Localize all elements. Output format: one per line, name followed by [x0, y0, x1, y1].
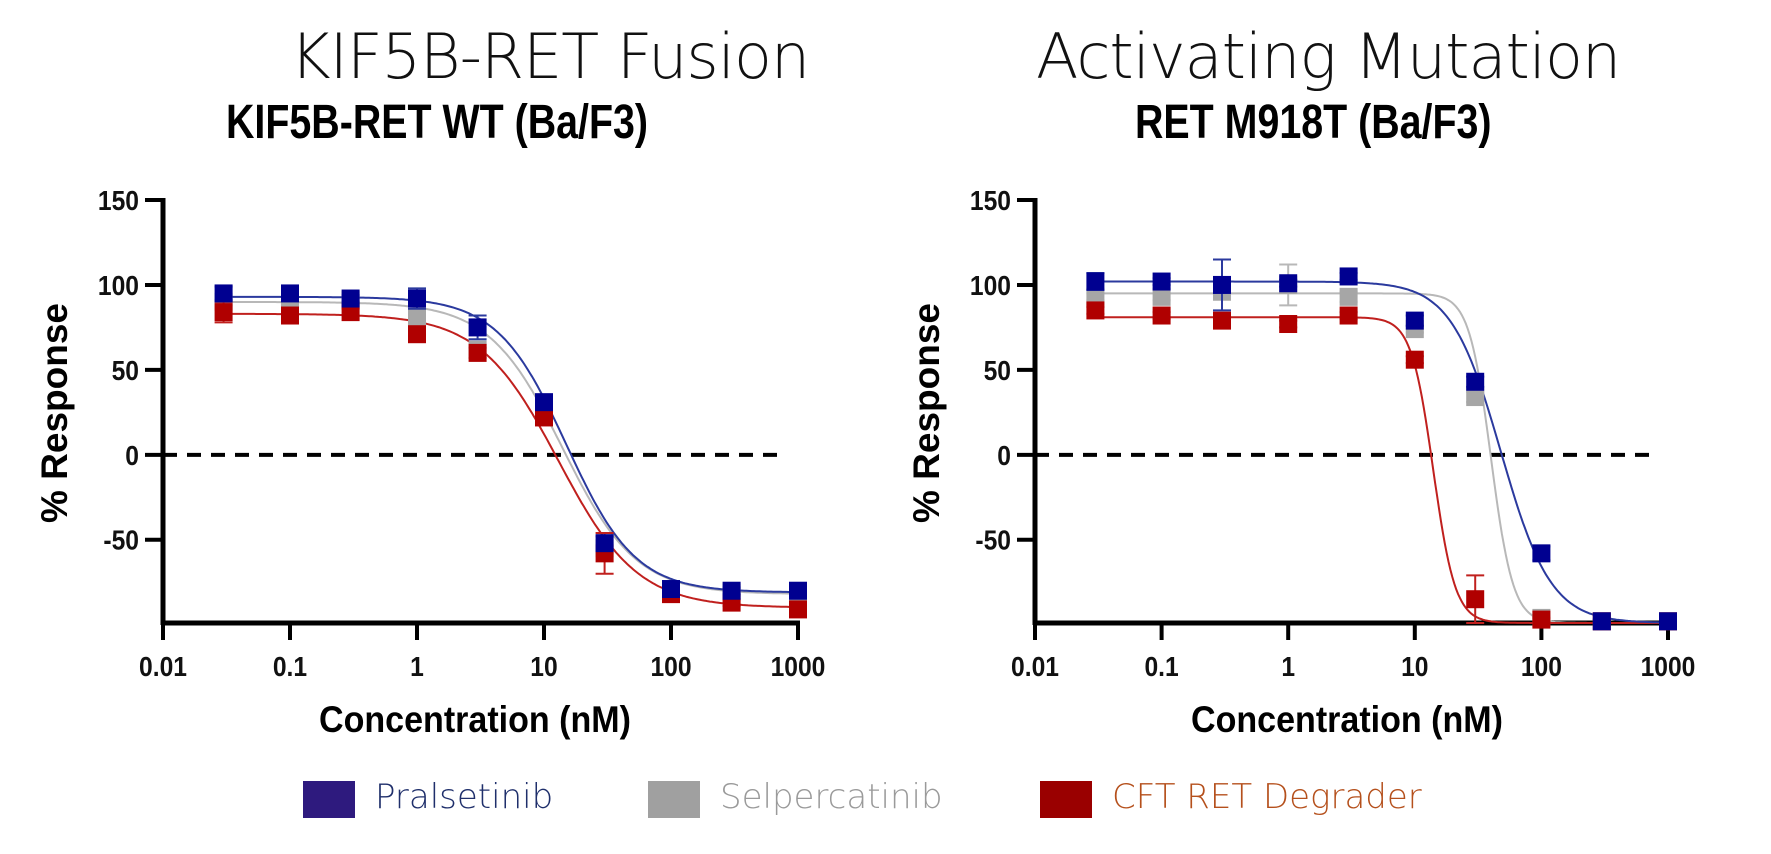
data-point-pralsetinib	[1466, 372, 1485, 391]
legend-label-selpercatinib: Selpercatinib	[720, 777, 943, 817]
x-tick-label: 1	[410, 651, 424, 683]
data-point-pralsetinib	[662, 580, 680, 599]
chart-title-kif5b: KIF5B-RET WT (Ba/F3)	[226, 96, 649, 149]
x-tick-label: 10	[1401, 651, 1428, 683]
fit-curve-degrader	[1095, 316, 1668, 624]
data-point-degrader	[1405, 350, 1424, 369]
x-tick-label: 1000	[1641, 651, 1696, 683]
data-point-pralsetinib	[1532, 544, 1551, 563]
y-tick-label: 100	[98, 269, 139, 301]
chart-1: 150 100 50 0 -50 0.01 0.1 1 10 100 1000 % Response C…	[906, 185, 1695, 741]
data-point-degrader	[341, 303, 360, 322]
data-point-pralsetinib	[281, 284, 299, 303]
x-tick-label: 0.01	[1011, 651, 1059, 683]
y-tick-label: 50	[112, 354, 139, 386]
y-axis-title: % Response	[34, 303, 75, 523]
fit-curve-degrader	[223, 312, 798, 608]
data-point-pralsetinib	[1279, 274, 1298, 293]
data-point-selpercatinib	[1339, 287, 1358, 306]
data-point-degrader	[408, 325, 426, 344]
data-point-degrader	[1213, 311, 1232, 330]
legend-label-pralsetinib: Pralsetinib	[375, 777, 554, 817]
section-title-mutation: Activating Mutation	[1036, 20, 1621, 93]
x-tick-label: 0.1	[273, 651, 307, 683]
data-point-degrader	[1532, 610, 1551, 629]
x-tick-label: 100	[1521, 651, 1562, 683]
data-point-pralsetinib	[468, 318, 487, 337]
x-axis-title: Concentration (nM)	[1191, 699, 1503, 741]
data-point-degrader	[1279, 315, 1298, 334]
y-tick-label: 0	[125, 439, 139, 471]
x-tick-label: 1	[1281, 651, 1295, 683]
y-tick-label: -50	[103, 524, 139, 556]
y-tick-label: 0	[997, 439, 1011, 471]
x-axis-title: Concentration (nM)	[319, 699, 631, 741]
y-tick-label: 50	[984, 354, 1011, 386]
data-point-pralsetinib	[595, 534, 614, 553]
x-tick-label: 10	[530, 651, 557, 683]
fit-curve-pralsetinib	[223, 295, 799, 594]
legend-swatch-selpercatinib	[648, 781, 700, 818]
data-point-selpercatinib	[408, 308, 426, 327]
data-point-degrader	[1339, 306, 1358, 325]
data-point-degrader	[468, 343, 487, 362]
data-point-pralsetinib	[1339, 267, 1358, 286]
data-point-degrader	[281, 306, 299, 325]
data-point-pralsetinib	[789, 581, 807, 600]
data-point-pralsetinib	[1659, 612, 1677, 631]
x-tick-label: 0.1	[1144, 651, 1178, 683]
data-point-degrader	[1466, 590, 1485, 609]
y-tick-label: -50	[975, 524, 1011, 556]
fit-curve-selpercatinib	[1095, 292, 1668, 624]
data-point-pralsetinib	[535, 393, 553, 412]
data-point-pralsetinib	[1152, 272, 1171, 291]
y-axis-title: % Response	[906, 303, 947, 523]
section-title-fusion: KIF5B-RET Fusion	[290, 20, 810, 93]
y-tick-label: 100	[970, 269, 1011, 301]
fit-curve-pralsetinib	[1095, 280, 1669, 624]
data-point-pralsetinib	[214, 284, 233, 303]
y-tick-label: 150	[98, 185, 139, 217]
data-point-selpercatinib	[1152, 287, 1171, 306]
data-point-degrader	[535, 408, 553, 427]
legend: Pralsetinib Selpercatinib CFT RET Degrad…	[0, 777, 1771, 821]
data-point-pralsetinib	[1213, 275, 1232, 294]
y-tick-label: 150	[970, 185, 1011, 217]
data-point-pralsetinib	[408, 289, 426, 308]
data-point-degrader	[1086, 301, 1105, 320]
data-point-pralsetinib	[722, 581, 741, 600]
data-point-pralsetinib	[1086, 272, 1105, 291]
data-point-pralsetinib	[1592, 612, 1611, 631]
data-point-pralsetinib	[341, 289, 360, 308]
legend-swatch-degrader	[1040, 781, 1092, 818]
x-tick-label: 1000	[771, 651, 826, 683]
legend-swatch-pralsetinib	[303, 781, 355, 818]
data-point-degrader	[214, 303, 233, 322]
x-tick-label: 0.01	[139, 651, 187, 683]
data-point-selpercatinib	[1086, 287, 1105, 306]
data-point-selpercatinib	[1466, 388, 1485, 407]
legend-label-degrader: CFT RET Degrader	[1112, 777, 1422, 817]
chart-title-m918t: RET M918T (Ba/F3)	[1135, 96, 1492, 149]
x-tick-label: 100	[650, 651, 691, 683]
data-point-degrader	[1152, 306, 1171, 325]
chart-0: 150 100 50 0 -50 0.01 0.1 1 10 100 1000 % Response C…	[34, 185, 825, 741]
data-point-pralsetinib	[1405, 311, 1424, 330]
data-point-degrader	[789, 600, 807, 619]
